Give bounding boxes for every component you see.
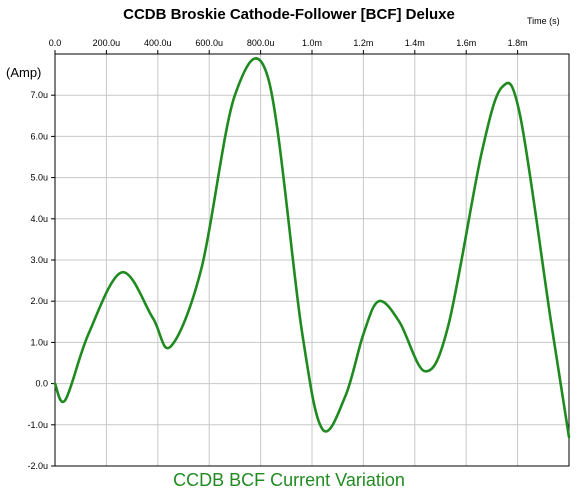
- y-tick-label: 6.0u: [30, 131, 48, 141]
- x-axis-unit-label: Time (s): [527, 16, 560, 26]
- y-tick-label: -2.0u: [27, 461, 48, 471]
- y-tick-label: 3.0u: [30, 255, 48, 265]
- y-tick-label: 4.0u: [30, 214, 48, 224]
- y-axis-unit-label: (Amp): [6, 65, 42, 80]
- x-tick-label: 1.8m: [508, 38, 528, 48]
- y-tick-label: -1.0u: [27, 420, 48, 430]
- x-tick-label: 1.2m: [353, 38, 373, 48]
- x-tick-label: 200.0u: [93, 38, 121, 48]
- chart-title: CCDB Broskie Cathode-Follower [BCF] Delu…: [123, 6, 455, 23]
- x-tick-label: 1.6m: [456, 38, 476, 48]
- x-tick-label: 1.0m: [302, 38, 322, 48]
- series-line: [53, 57, 571, 439]
- x-tick-label: 400.0u: [144, 38, 172, 48]
- y-tick-label: 5.0u: [30, 173, 48, 183]
- x-tick-label: 600.0u: [195, 38, 223, 48]
- y-tick-label: 1.0u: [30, 337, 48, 347]
- x-tick-label: 1.4m: [405, 38, 425, 48]
- y-tick-label: 7.0u: [30, 90, 48, 100]
- x-tick-label: 800.0u: [247, 38, 275, 48]
- y-tick-label: 2.0u: [30, 296, 48, 306]
- chart-caption: CCDB BCF Current Variation: [173, 470, 405, 490]
- y-tick-label: 0.0: [35, 379, 48, 389]
- x-tick-label: 0.0: [49, 38, 62, 48]
